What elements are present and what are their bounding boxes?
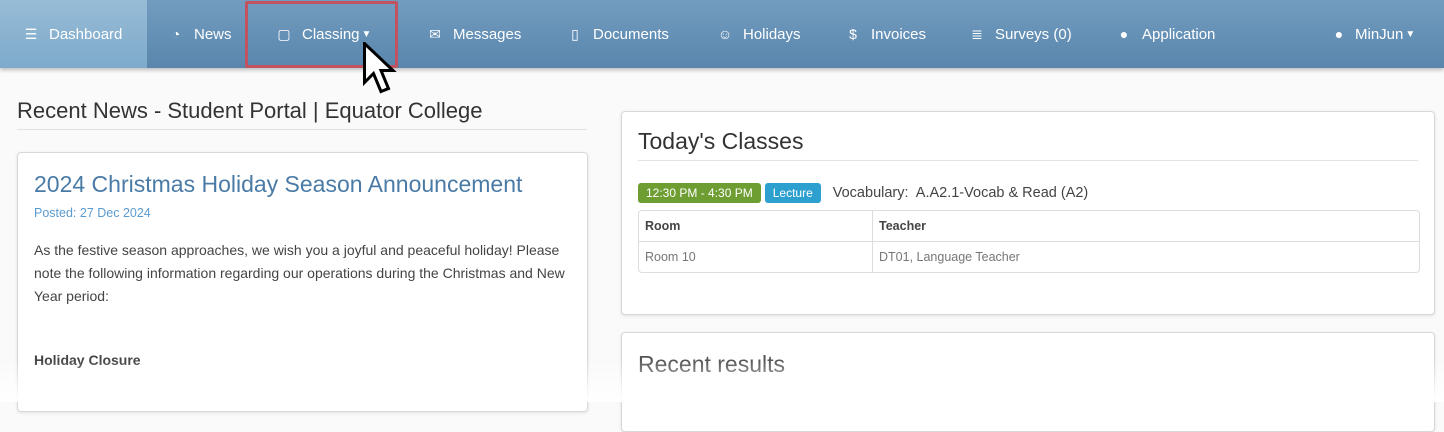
nav-label: Application [1142, 25, 1216, 43]
header-room: Room [639, 211, 873, 242]
nav-label: Invoices [871, 25, 927, 43]
calendar-icon: ▢ [277, 25, 291, 42]
class-table: Room Teacher Room 10 DT01, Language Teache… [638, 210, 1420, 273]
nav-surveys[interactable]: ≣ Surveys (0) [969, 0, 1072, 68]
nav-documents[interactable]: ▯ Documents [567, 0, 669, 68]
nav-label: Dashboard [49, 25, 123, 43]
nav-label: Surveys (0) [995, 25, 1072, 43]
news-date: Posted: 27 Dec 2024 [34, 206, 151, 220]
time-badge: 12:30 PM - 4:30 PM [638, 183, 761, 203]
type-badge: Lecture [764, 183, 821, 203]
user-menu[interactable]: ● MinJun ▼ [1331, 0, 1416, 68]
rss-icon: ◔ [171, 26, 181, 42]
nav-messages[interactable]: ✉ Messages [427, 0, 521, 68]
news-body: As the festive season approaches, we wis… [34, 242, 565, 304]
news-heading: Recent News - Student Portal | Equator C… [17, 98, 587, 130]
table-header: Room Teacher [639, 211, 1419, 242]
news-title[interactable]: 2024 Christmas Holiday Season Announceme… [34, 171, 523, 197]
list-icon: ≣ [971, 25, 983, 42]
nav-dashboard[interactable]: ☰ Dashboard [0, 0, 147, 68]
classes-title: Today's Classes [638, 128, 1418, 161]
top-navbar: ☰ Dashboard ◔ News ▢ Classing ▼ ✉ Messages ▯ D… [0, 0, 1444, 68]
class-name: Vocabulary: A.A2.1-Vocab & Read (A2) [832, 185, 1089, 201]
nav-label: Documents [593, 25, 669, 43]
table-row: Room 10 DT01, Language Teacher [639, 242, 1419, 272]
user-icon: ● [1119, 26, 1129, 42]
caret-down-icon: ▼ [1405, 28, 1416, 40]
cell-teacher: DT01, Language Teacher [879, 250, 1020, 264]
file-icon: ▯ [571, 25, 579, 42]
dollar-icon: $ [849, 26, 857, 42]
todays-classes-card: Today's Classes 12:30 PM - 4:30 PM Lectu… [621, 111, 1435, 315]
nav-label: Holidays [743, 25, 801, 43]
envelope-icon: ✉ [429, 25, 441, 42]
smile-icon: ☺ [717, 26, 733, 42]
nav-application[interactable]: ● Application [1116, 0, 1216, 68]
nav-holidays[interactable]: ☺ Holidays [717, 0, 801, 68]
cell-room: Room 10 [639, 242, 873, 272]
dashboard-icon: ☰ [24, 25, 38, 42]
caret-down-icon: ▼ [361, 28, 372, 40]
highlight-box [245, 1, 398, 68]
mouse-cursor-icon [363, 42, 397, 94]
nav-label: Classing [302, 25, 360, 43]
user-icon: ● [1334, 26, 1344, 42]
nav-invoices[interactable]: $ Invoices [845, 0, 926, 68]
nav-label: Messages [453, 25, 522, 43]
bottom-fade [0, 360, 1444, 402]
nav-news[interactable]: ◔ News [168, 0, 232, 68]
header-teacher: Teacher [873, 211, 1419, 242]
user-name: MinJun [1355, 25, 1404, 43]
nav-label: News [194, 25, 232, 43]
nav-classing[interactable]: ▢ Classing ▼ [276, 0, 371, 68]
